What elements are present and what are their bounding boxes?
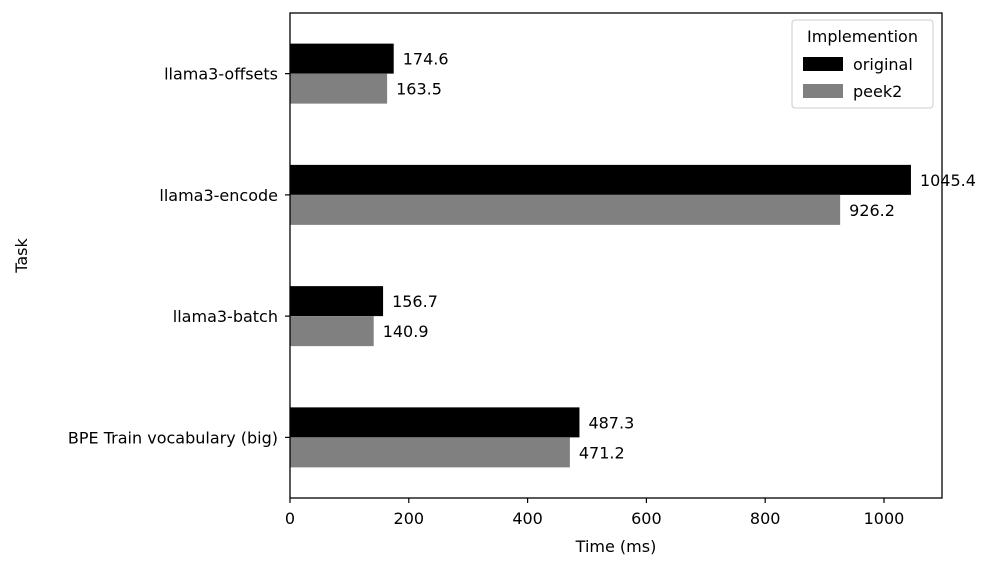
legend: Implemention original peek2 (791, 19, 934, 109)
x-tick-label-400: 400 (512, 509, 543, 528)
value-label-original-bpe-train-vocabulary-big: 487.3 (588, 413, 634, 432)
value-label-peek2-bpe-train-vocabulary-big: 471.2 (579, 443, 625, 462)
x-tick-label-1000: 1000 (864, 509, 905, 528)
x-tick-label-800: 800 (750, 509, 781, 528)
x-tick-label-600: 600 (631, 509, 662, 528)
y-tick-label-llama3-batch: llama3-batch (173, 307, 278, 326)
value-label-original-llama3-batch: 156.7 (392, 292, 438, 311)
bar-original-llama3-encode (290, 164, 911, 195)
x-tick-label-0: 0 (285, 509, 295, 528)
bars-group (290, 43, 911, 468)
value-label-peek2-llama3-offsets: 163.5 (396, 80, 442, 99)
bar-peek2-llama3-offsets (290, 73, 388, 104)
legend-label-peek2: peek2 (853, 82, 902, 101)
x-axis-label: Time (ms) (575, 537, 657, 556)
legend-swatch-peek2 (803, 84, 843, 98)
y-tick-label-llama3-offsets: llama3-offsets (164, 65, 278, 84)
value-label-original-llama3-encode: 1045.4 (920, 171, 976, 190)
legend-label-original: original (853, 55, 913, 74)
x-axis: 0 200 400 600 800 1000 (285, 498, 904, 528)
y-axis-label: Task (12, 238, 31, 274)
bar-original-bpe-train-vocabulary-big (290, 407, 580, 438)
legend-swatch-original (803, 57, 843, 71)
bar-original-llama3-offsets (290, 43, 394, 74)
y-tick-label-llama3-encode: llama3-encode (159, 186, 278, 205)
value-label-peek2-llama3-batch: 140.9 (383, 322, 429, 341)
y-tick-label-bpe-train-vocabulary-big: BPE Train vocabulary (big) (68, 428, 278, 447)
y-axis: llama3-offsets llama3-encode llama3-batch B… (68, 65, 290, 447)
x-tick-label-200: 200 (394, 509, 425, 528)
value-label-peek2-llama3-encode: 926.2 (849, 201, 895, 220)
plot-frame (289, 12, 943, 499)
value-label-original-llama3-offsets: 174.6 (403, 50, 449, 69)
bar-peek2-llama3-batch (290, 316, 374, 347)
legend-title: Implemention (807, 27, 918, 46)
value-labels-group: 174.6 163.5 1045.4 926.2 156.7 140.9 487.3 471.… (383, 50, 976, 463)
bar-peek2-bpe-train-vocabulary-big (290, 437, 570, 468)
bar-original-llama3-batch (290, 286, 384, 317)
bar-peek2-llama3-encode (290, 194, 841, 225)
